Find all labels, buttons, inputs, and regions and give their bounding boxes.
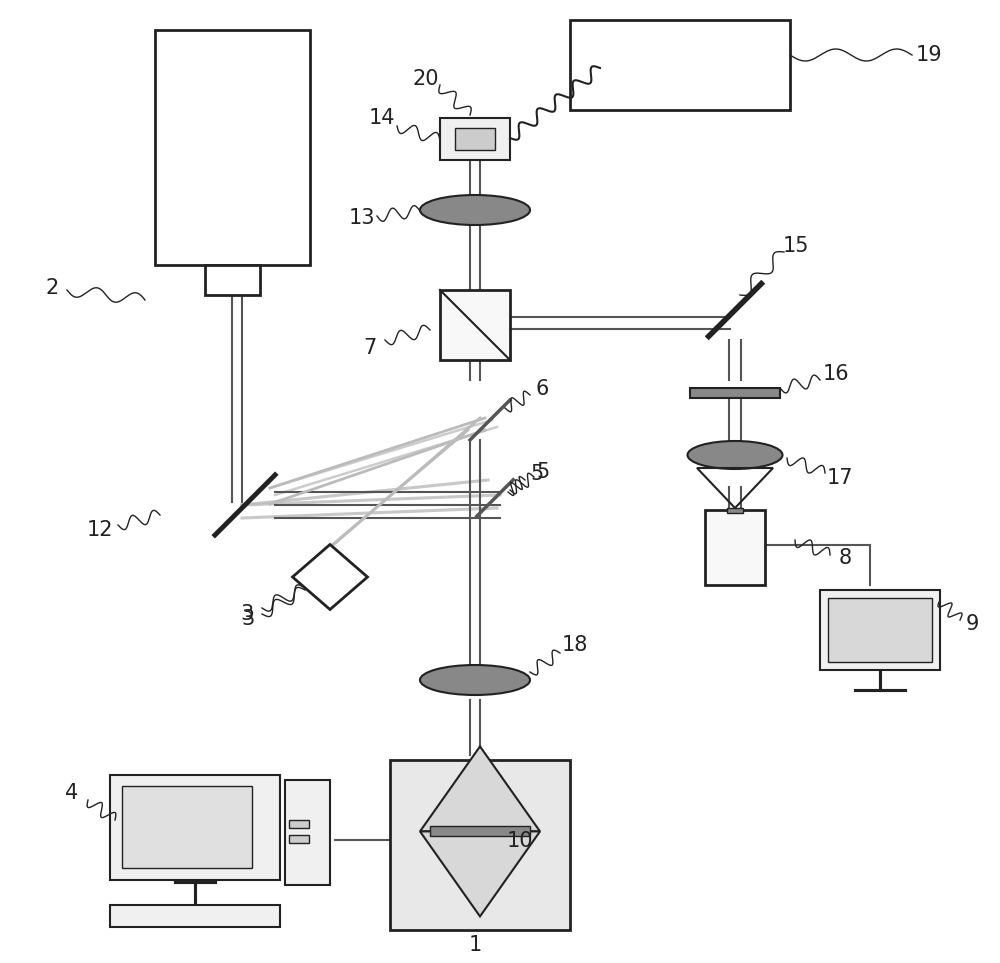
- Bar: [430, 826, 530, 837]
- Ellipse shape: [688, 441, 782, 469]
- Bar: [440, 118, 510, 160]
- Ellipse shape: [420, 195, 530, 225]
- Bar: [690, 388, 780, 398]
- Text: 12: 12: [87, 520, 113, 540]
- Text: 3: 3: [241, 609, 255, 629]
- Polygon shape: [292, 544, 368, 610]
- Text: 5: 5: [536, 462, 550, 482]
- Text: 16: 16: [823, 364, 849, 384]
- Text: 2: 2: [45, 278, 59, 298]
- Bar: [455, 128, 495, 150]
- Text: 6: 6: [535, 379, 549, 399]
- Text: 19: 19: [916, 45, 942, 65]
- Bar: [440, 290, 510, 360]
- Bar: [820, 590, 940, 670]
- Bar: [285, 780, 330, 885]
- Bar: [205, 265, 260, 295]
- Text: 3: 3: [240, 604, 254, 624]
- Bar: [828, 598, 932, 662]
- Text: 5: 5: [530, 464, 544, 484]
- Text: 13: 13: [349, 208, 375, 228]
- Bar: [390, 760, 570, 930]
- Bar: [110, 905, 280, 927]
- Text: 8: 8: [838, 548, 852, 568]
- Bar: [289, 820, 309, 828]
- Bar: [705, 510, 765, 585]
- Text: 1: 1: [468, 935, 482, 955]
- Text: 15: 15: [783, 236, 809, 256]
- Polygon shape: [420, 831, 540, 917]
- Bar: [570, 20, 790, 110]
- Text: 20: 20: [413, 69, 439, 89]
- Bar: [155, 30, 310, 265]
- Text: 7: 7: [363, 338, 377, 358]
- Ellipse shape: [420, 665, 530, 695]
- Text: 17: 17: [827, 468, 853, 488]
- Text: 9: 9: [965, 614, 979, 634]
- Bar: [110, 775, 280, 880]
- Text: 18: 18: [562, 635, 588, 655]
- Text: 14: 14: [369, 108, 395, 128]
- Text: 4: 4: [65, 783, 79, 803]
- Text: 10: 10: [507, 831, 533, 851]
- Polygon shape: [420, 746, 540, 831]
- Bar: [122, 786, 252, 868]
- Bar: [727, 508, 743, 513]
- Bar: [289, 835, 309, 843]
